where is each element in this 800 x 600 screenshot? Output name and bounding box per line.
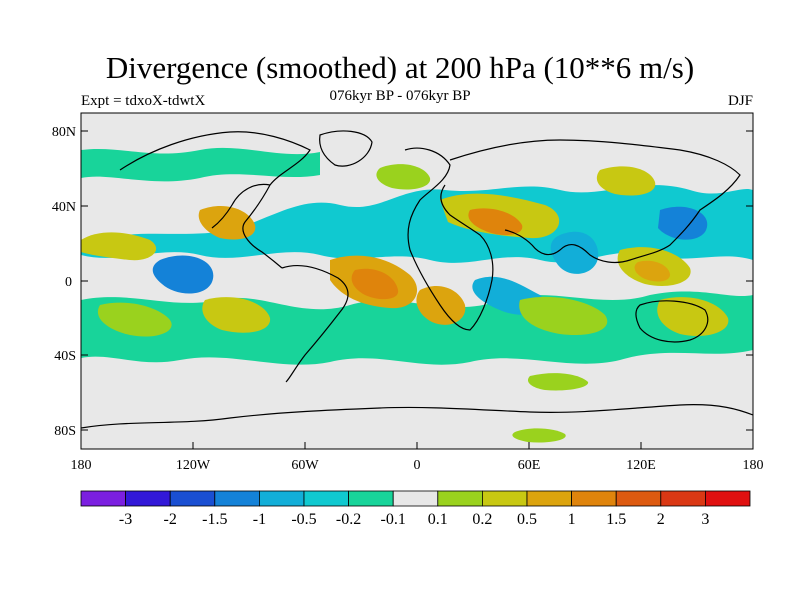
lon-label-120w: 120W xyxy=(176,458,211,473)
colorbar-swatch xyxy=(303,490,349,507)
colorbar-swatch xyxy=(571,490,617,507)
lat-label-40s: 40S xyxy=(54,349,76,364)
field-positive-tropics1 xyxy=(81,232,157,261)
colorbar-swatch xyxy=(125,490,171,507)
field-positive-pacific-s xyxy=(97,302,172,337)
colorbar-swatch xyxy=(258,490,305,507)
field-positive-mexico xyxy=(198,205,256,240)
colorbar-label: 2 xyxy=(657,511,665,528)
colorbar-swatch xyxy=(660,490,706,507)
colorbar-label: 1.5 xyxy=(606,511,626,528)
coast-asia xyxy=(449,139,741,264)
colorbar-swatch xyxy=(615,490,662,507)
lon-label-60e: 60E xyxy=(518,458,541,473)
colorbar-swatch xyxy=(526,490,572,507)
field-positive-north-pac xyxy=(596,166,656,196)
field-positive-austral xyxy=(657,297,729,337)
colorbar-label: 0.5 xyxy=(517,511,537,528)
lon-label-120e: 120E xyxy=(626,458,656,473)
chart-title: Divergence (smoothed) at 200 hPa (10**6 … xyxy=(105,50,695,85)
lon-label-0: 0 xyxy=(414,458,421,473)
colorbar-label: -3 xyxy=(119,511,132,528)
experiment-label: Expt = tdxoX-tdwtX xyxy=(81,93,206,109)
colorbar-swatch xyxy=(392,490,439,507)
colorbar: -3 -2 -1.5 -1 -0.5 -0.2 -0.1 0.1 0.2 0.5 1 1.5 2 3 xyxy=(80,490,751,528)
colorbar-swatch xyxy=(214,490,260,507)
field-negative-core2 xyxy=(550,231,599,274)
coast-greenland xyxy=(319,130,373,167)
colorbar-swatch xyxy=(481,490,528,507)
colorbar-label: -0.5 xyxy=(291,511,316,528)
field-negative-north xyxy=(81,147,320,182)
colorbar-label: -0.2 xyxy=(336,511,361,528)
field-positive-indonesia-core xyxy=(634,260,671,282)
colorbar-label: -0.1 xyxy=(381,511,406,528)
field-positive-mideast-core xyxy=(468,208,523,236)
lat-label-80n: 80N xyxy=(52,125,76,140)
season-label: DJF xyxy=(727,93,753,109)
coast-south-america xyxy=(281,265,349,383)
field-negative-core3 xyxy=(152,255,214,294)
coast-antarctica xyxy=(81,404,753,429)
lat-label-80s: 80S xyxy=(54,424,76,439)
colorbar-label: 0.1 xyxy=(428,511,448,528)
lon-label-180e: 180 xyxy=(743,458,764,473)
divergence-field xyxy=(81,147,753,443)
coast-north-america xyxy=(119,131,311,269)
colorbar-label: -1.5 xyxy=(202,511,227,528)
colorbar-swatch xyxy=(348,490,394,507)
field-positive-pacific-s2 xyxy=(202,297,271,333)
field-positive-antarctic1 xyxy=(512,428,566,443)
colorbar-swatch xyxy=(80,490,126,507)
field-negative-core4 xyxy=(658,206,708,240)
lon-label-60w: 60W xyxy=(291,458,319,473)
colorbar-label: 1 xyxy=(568,511,576,528)
colorbar-swatch xyxy=(437,490,483,507)
colorbar-label: 0.2 xyxy=(472,511,492,528)
period-label: 076kyr BP - 076kyr BP xyxy=(329,88,471,104)
axis-ticks xyxy=(80,130,754,449)
coast-australia xyxy=(635,300,709,343)
colorbar-swatch xyxy=(705,490,751,507)
colorbar-label: -2 xyxy=(164,511,177,528)
colorbar-label: 3 xyxy=(701,511,709,528)
field-positive-north-atl xyxy=(376,164,431,190)
colorbar-label: -1 xyxy=(253,511,266,528)
field-positive-antarctic2 xyxy=(527,373,589,391)
lat-label-40n: 40N xyxy=(52,200,76,215)
lon-label-180w: 180 xyxy=(71,458,92,473)
colorbar-swatch xyxy=(169,490,216,507)
coast-europe-africa xyxy=(404,147,494,331)
lat-label-0: 0 xyxy=(65,275,72,290)
coastlines xyxy=(81,130,753,429)
field-positive-samerica-core xyxy=(351,268,399,300)
field-positive-indian xyxy=(519,296,608,336)
